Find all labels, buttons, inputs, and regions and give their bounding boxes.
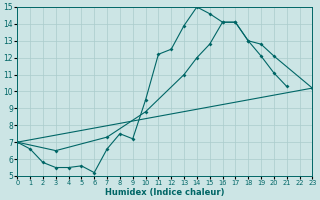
X-axis label: Humidex (Indice chaleur): Humidex (Indice chaleur) bbox=[105, 188, 225, 197]
